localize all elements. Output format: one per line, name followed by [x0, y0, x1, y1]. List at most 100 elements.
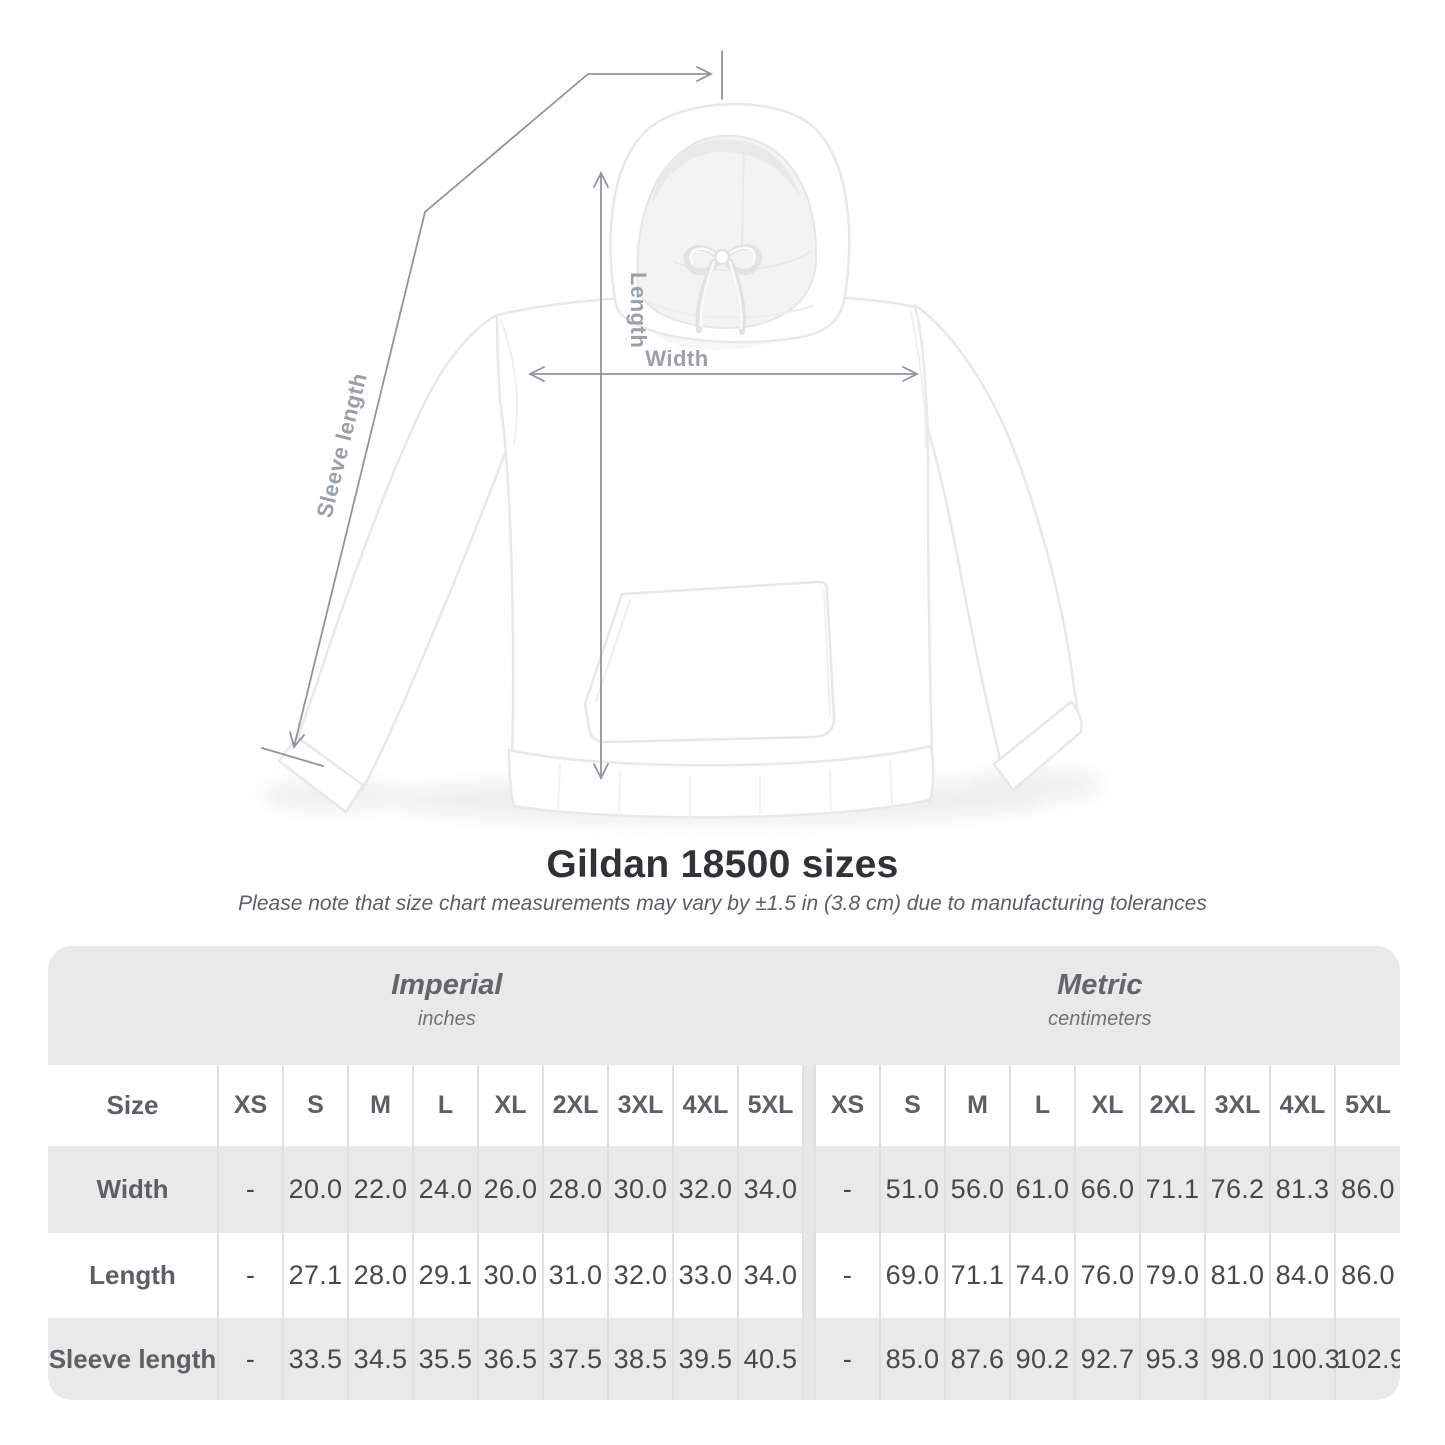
value-cell: 71.1 [1139, 1146, 1205, 1233]
value-cell: 40.5 [737, 1318, 803, 1400]
value-cell: 20.0 [282, 1146, 348, 1233]
value-cell: - [814, 1318, 880, 1400]
value-cell: 56.0 [944, 1146, 1010, 1233]
cuff-tick [261, 747, 324, 767]
value-cell: 81.3 [1269, 1146, 1335, 1233]
hoodie-photo [277, 102, 1083, 821]
hoodie-size-diagram: Length Width Sleeve length [260, 50, 1105, 824]
size-col-metric: M [944, 1065, 1010, 1146]
value-cell: - [217, 1146, 283, 1233]
value-cell: 39.5 [672, 1318, 738, 1400]
value-cell: 35.5 [412, 1318, 478, 1400]
value-cell: 28.0 [347, 1233, 413, 1318]
value-cell: 86.0 [1334, 1146, 1400, 1233]
metric-section-header: Metric centimeters [1048, 969, 1151, 1031]
unit-divider [802, 1318, 816, 1400]
value-cell: 74.0 [1009, 1233, 1075, 1318]
value-cell: 24.0 [412, 1146, 478, 1233]
length-arrow-up-icon [593, 170, 609, 188]
value-cell: 38.5 [607, 1318, 673, 1400]
size-table: Imperial inches Metric centimeters Size … [48, 946, 1400, 1400]
sleeve-length-label: Sleeve length [312, 370, 372, 520]
value-cell: 31.0 [542, 1233, 608, 1318]
metric-title: Metric [1057, 969, 1143, 1001]
size-col-imperial: S [282, 1065, 348, 1146]
metric-unit: centimeters [1048, 1008, 1152, 1030]
size-col-imperial: XL [477, 1065, 543, 1146]
value-cell: 90.2 [1009, 1318, 1075, 1400]
size-col-metric: S [879, 1065, 945, 1146]
drawstring-bow [683, 244, 762, 335]
sleeve-length-row: Sleeve length - 33.5 34.5 35.5 36.5 37.5… [48, 1318, 1400, 1400]
value-cell: 81.0 [1204, 1233, 1270, 1318]
value-cell: - [814, 1146, 880, 1233]
unit-divider [802, 1065, 816, 1146]
width-row: Width - 20.0 22.0 24.0 26.0 28.0 30.0 32… [48, 1146, 1400, 1233]
value-cell: 87.6 [944, 1318, 1010, 1400]
value-cell: 100.3 [1269, 1318, 1340, 1400]
left-sleeve [294, 313, 519, 792]
value-cell: 32.0 [672, 1146, 738, 1233]
value-cell: 34.0 [737, 1146, 803, 1233]
value-cell: - [217, 1318, 283, 1400]
value-cell: 76.2 [1204, 1146, 1270, 1233]
size-col-metric: L [1009, 1065, 1075, 1146]
measurement-lines [261, 50, 920, 781]
size-col-imperial: 3XL [607, 1065, 673, 1146]
size-col-imperial: 2XL [542, 1065, 608, 1146]
right-cuff [992, 700, 1083, 792]
value-cell: 33.0 [672, 1233, 738, 1318]
hood-inner-shade [652, 139, 800, 204]
value-cell: 28.0 [542, 1146, 608, 1233]
row-label-sleeve-length: Sleeve length [48, 1343, 217, 1374]
imperial-section-header: Imperial inches [391, 969, 502, 1031]
row-label-width: Width [96, 1174, 169, 1204]
value-cell: 34.0 [737, 1233, 803, 1318]
imperial-unit: inches [417, 1008, 476, 1030]
value-cell: 51.0 [879, 1146, 945, 1233]
size-header-row: Size XS S M L XL 2XL 3XL 4XL 5XL XS S M … [48, 1065, 1400, 1146]
row-label-length: Length [89, 1260, 176, 1290]
length-arrow-down-icon [593, 763, 609, 781]
value-cell: - [217, 1233, 283, 1318]
value-cell: 34.5 [347, 1318, 413, 1400]
value-cell: 30.0 [607, 1146, 673, 1233]
tolerance-note: Please note that size chart measurements… [238, 892, 1207, 915]
length-label: Length [626, 272, 651, 348]
width-arrow-right-icon [902, 366, 920, 382]
width-arrow-left-icon [527, 366, 545, 382]
value-cell: 30.0 [477, 1233, 543, 1318]
size-col-imperial: L [412, 1065, 478, 1146]
armhole-seams [500, 311, 927, 447]
value-cell: 76.0 [1074, 1233, 1140, 1318]
width-label: Width [645, 346, 708, 371]
size-col-metric: XL [1074, 1065, 1140, 1146]
sleeve-arrow-end-icon [289, 731, 305, 749]
value-cell: 95.3 [1139, 1318, 1205, 1400]
value-cell: - [814, 1233, 880, 1318]
value-cell: 32.0 [607, 1233, 673, 1318]
left-cuff [277, 735, 365, 814]
value-cell: 61.0 [1009, 1146, 1075, 1233]
value-cell: 85.0 [879, 1318, 945, 1400]
imperial-title: Imperial [391, 969, 503, 1001]
right-sleeve [913, 303, 1079, 777]
size-col-metric: 2XL [1139, 1065, 1205, 1146]
value-cell: 29.1 [412, 1233, 478, 1318]
page-title: Gildan 18500 sizes [546, 843, 899, 886]
unit-divider [802, 1146, 816, 1233]
value-cell: 98.0 [1204, 1318, 1270, 1400]
neck-seam [647, 301, 813, 319]
value-cell: 33.5 [282, 1318, 348, 1400]
value-cell: 37.5 [542, 1318, 608, 1400]
size-col-metric: 3XL [1204, 1065, 1270, 1146]
hem-band [507, 744, 935, 819]
sleeve-length-line [293, 73, 711, 748]
size-col-metric: 5XL [1334, 1065, 1400, 1146]
value-cell: 84.0 [1269, 1233, 1335, 1318]
value-cell: 69.0 [879, 1233, 945, 1318]
value-cell: 79.0 [1139, 1233, 1205, 1318]
value-cell: 92.7 [1074, 1318, 1140, 1400]
sleeve-arrow-right-icon [696, 66, 714, 82]
